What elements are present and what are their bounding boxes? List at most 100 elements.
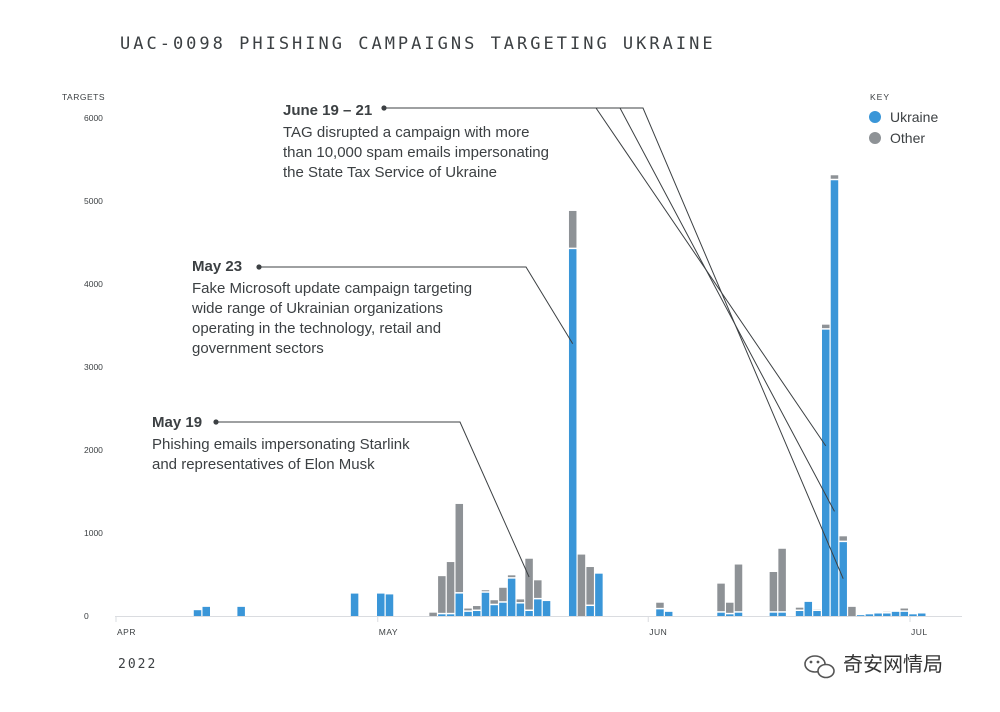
bar-ukraine [917,613,926,616]
annotation-text-line: wide range of Ukrainian organizations [191,300,443,317]
bar-other [525,558,533,610]
annotation-text-line: operating in the technology, retail and [192,320,441,337]
y-tick-label: 2000 [84,445,103,455]
y-tick-label: 6000 [84,113,103,123]
bar-ukraine [438,614,446,616]
bar-ukraine [813,611,821,616]
bar-ukraine [891,611,900,616]
x-tick-label: JUN [649,627,667,637]
bar-ukraine [499,602,507,616]
bar-ukraine [883,613,891,616]
bar-other [795,607,804,610]
bar-other [438,576,446,613]
annotations: June 19 – 21 TAG disrupted a campaign wit… [152,102,844,579]
annotation-text-line: TAG disrupted a campaign with more [283,124,530,141]
bar-ukraine [900,611,909,616]
bar-ukraine [542,601,551,616]
x-tick-label: JUL [911,627,928,637]
y-tick-label: 3000 [84,362,103,372]
bar-ukraine [821,329,830,616]
y-axis-label: TARGETS [62,92,105,102]
bar-other [464,608,472,611]
bar-ukraine [795,611,804,616]
annotation-may23: May 23 Fake Microsoft update campaign tar… [191,258,574,357]
annotation-text-line: government sectors [192,340,324,357]
bar-other [534,580,542,598]
bar-other [848,606,856,616]
legend-swatch-ukraine [869,111,881,123]
bar-ukraine [734,612,743,616]
bar-other [717,583,725,612]
bar-ukraine [516,603,525,616]
annotation-text-line: than 10,000 spam emails impersonating [283,144,549,161]
bar-ukraine [717,612,725,616]
bar-ukraine [193,610,202,616]
bar-other [481,590,490,592]
annotation-title: June 19 – 21 [283,102,372,119]
bar-other [499,587,507,602]
x-tick-label: MAY [379,627,398,637]
bar-ukraine [525,611,533,616]
bar-ukraine [202,606,211,616]
y-tick-label: 0 [84,611,89,621]
bar-other [839,536,847,541]
x-axis-ticks: APR MAY JUN JUL [115,616,928,637]
bar-ukraine [481,592,490,616]
bar-ukraine [839,542,847,616]
bar-other [446,562,455,613]
bar-ukraine [856,615,865,616]
bar-other [507,575,516,578]
y-axis-ticks: 0 1000 2000 3000 4000 5000 6000 [84,113,103,621]
chart-title: UAC-0098 PHISHING CAMPAIGNS TARGETING UK… [120,34,716,54]
bar-ukraine [490,605,498,616]
annotation-leader-line [259,266,574,345]
bar-other [778,548,786,612]
annotation-text-line: Phishing emails impersonating Starlink [152,436,410,453]
bar-ukraine [350,593,359,616]
bar-other [900,608,909,611]
bar-ukraine [726,614,734,616]
bar-ukraine [664,611,673,616]
bar-ukraine [455,593,464,616]
bar-ukraine [804,601,813,616]
bar-series [193,175,926,616]
bar-other [830,175,839,179]
y-tick-label: 1000 [84,528,103,538]
annotation-title: May 23 [192,258,242,275]
bar-ukraine [909,614,917,616]
wechat-icon [804,655,835,679]
bar-ukraine [595,573,603,616]
bar-ukraine [769,612,778,616]
watermark: 奇安网情局 [804,652,943,679]
bar-ukraine [568,249,577,616]
bar-ukraine [237,606,245,616]
bar-other [568,210,577,248]
legend-title: KEY [870,92,890,102]
bar-other [726,602,734,613]
bar-other [586,567,594,605]
bar-ukraine [446,614,455,616]
bar-other [429,612,437,616]
annotation-text-line: and representatives of Elon Musk [152,456,375,473]
annotation-leader-line [216,421,530,578]
legend: KEY Ukraine Other [869,92,938,146]
bar-ukraine [830,180,839,616]
bar-other [455,503,464,593]
legend-label-other: Other [890,130,925,146]
bar-ukraine [656,609,664,616]
bar-ukraine [865,614,874,616]
annotation-text-line: Fake Microsoft update campaign targeting [192,280,472,297]
annotation-title: May 19 [152,414,202,431]
annotation-june: June 19 – 21 TAG disrupted a campaign wit… [283,102,844,579]
bar-other [734,564,743,612]
y-tick-label: 4000 [84,279,103,289]
bar-other [516,599,525,603]
bar-ukraine [464,611,472,616]
bar-ukraine [586,606,594,616]
annotation-leader-line [384,107,844,579]
legend-swatch-other [869,132,881,144]
x-tick-label: APR [117,627,136,637]
year-label: 2022 [118,657,157,672]
legend-label-ukraine: Ukraine [890,109,938,125]
